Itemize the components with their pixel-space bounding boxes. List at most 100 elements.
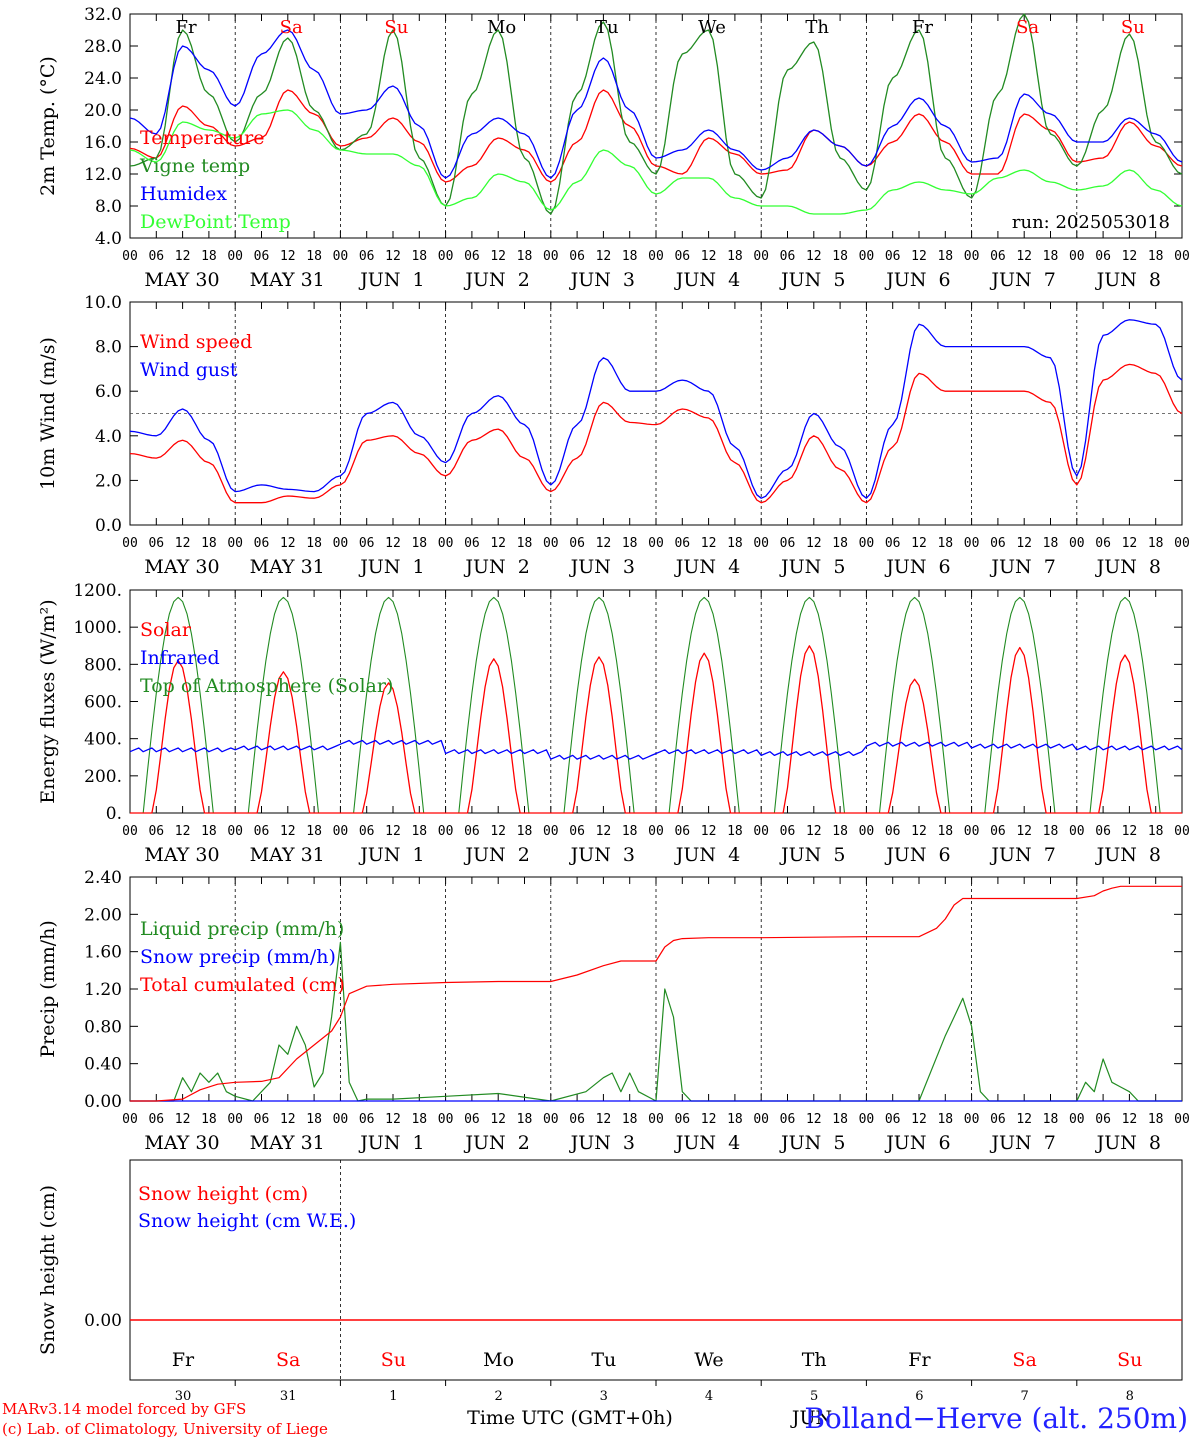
y-tick-label: 2.0	[95, 471, 122, 491]
y-axis-label: Snow height (cm)	[37, 1185, 59, 1355]
date-label: JUN 4	[674, 844, 740, 866]
hour-label: 00	[859, 249, 875, 264]
hour-label: 12	[1122, 536, 1138, 551]
hour-label: 00	[438, 249, 454, 264]
hour-label: 06	[1095, 536, 1111, 551]
hour-label: 00	[753, 249, 769, 264]
hour-label: 06	[990, 824, 1006, 839]
hour-label: 18	[1043, 1112, 1059, 1127]
date-label: JUN 2	[463, 269, 529, 291]
date-label: JUN 2	[463, 844, 529, 866]
hour-label: 00	[227, 1112, 243, 1127]
hour-label: 06	[254, 249, 270, 264]
hour-label: 12	[280, 249, 296, 264]
hour-label: 06	[1095, 824, 1111, 839]
legend-entry: DewPoint Temp	[140, 211, 291, 233]
series-line-dewpoint-temp	[129, 109, 1183, 215]
hour-label: 06	[885, 249, 901, 264]
hour-label: 12	[175, 824, 191, 839]
hour-label: 00	[1069, 536, 1085, 551]
date-label: JUN 8	[1095, 269, 1161, 291]
hour-label: 18	[937, 249, 953, 264]
date-label: JUN 6	[884, 556, 950, 578]
hour-label: 12	[490, 1112, 506, 1127]
legend-entry: Snow precip (mm/h)	[140, 946, 336, 968]
hour-label: 06	[569, 824, 585, 839]
hour-label: 00	[648, 536, 664, 551]
series-line-vigne-temp	[129, 13, 1183, 215]
hour-label: 18	[411, 249, 427, 264]
hour-label: 00	[1174, 1112, 1190, 1127]
hour-label: 12	[806, 536, 822, 551]
legend-entry: Top of Atmosphere (Solar)	[140, 675, 393, 697]
weekday-label: Sa	[276, 1349, 300, 1371]
hour-label: 18	[1148, 1112, 1164, 1127]
y-tick-label: 0.00	[84, 1092, 122, 1112]
hour-label: 06	[359, 249, 375, 264]
date-label: JUN 6	[884, 844, 950, 866]
hour-label: 06	[1095, 249, 1111, 264]
hour-label: 12	[911, 536, 927, 551]
hour-label: 18	[727, 824, 743, 839]
weekday-label: Tu	[591, 1349, 616, 1371]
day-number: 8	[1126, 1389, 1134, 1404]
date-label: JUN 1	[358, 844, 424, 866]
weekday-label: Fr	[175, 17, 196, 38]
day-number: 6	[915, 1389, 923, 1404]
legend-entry: Wind gust	[140, 359, 238, 381]
hour-label: 00	[648, 249, 664, 264]
series-line-wind-gust	[129, 319, 1183, 499]
weekday-label: Fr	[912, 17, 933, 38]
weekday-label: Su	[384, 17, 408, 38]
date-label: JUN 2	[463, 1132, 529, 1154]
hour-label: 18	[1148, 824, 1164, 839]
date-label: JUN 1	[358, 556, 424, 578]
date-label: MAY 31	[250, 556, 325, 578]
hour-label: 12	[1122, 1112, 1138, 1127]
hour-label: 00	[543, 824, 559, 839]
date-label: JUN 3	[569, 269, 635, 291]
weekday-label: Sa	[1016, 17, 1039, 38]
hour-label: 18	[832, 1112, 848, 1127]
day-number: 1	[389, 1389, 397, 1404]
hour-label: 12	[806, 249, 822, 264]
hour-label: 18	[517, 1112, 533, 1127]
hour-label: 00	[1174, 824, 1190, 839]
date-label: JUN 7	[989, 844, 1055, 866]
date-label: MAY 30	[144, 844, 219, 866]
hour-label: 06	[990, 249, 1006, 264]
y-tick-label: 800.	[84, 655, 122, 675]
date-label: JUN 3	[569, 556, 635, 578]
hour-label: 12	[701, 249, 717, 264]
y-tick-label: 0.00	[84, 1311, 122, 1331]
weekday-label: Sa	[280, 17, 303, 38]
hour-label: 12	[385, 1112, 401, 1127]
hour-label: 12	[1122, 824, 1138, 839]
y-tick-label: 1.20	[84, 980, 122, 1000]
hour-label: 00	[1069, 1112, 1085, 1127]
hour-label: 12	[490, 536, 506, 551]
hour-label: 18	[1043, 249, 1059, 264]
hour-label: 00	[859, 824, 875, 839]
hour-label: 06	[148, 249, 164, 264]
hour-label: 18	[832, 536, 848, 551]
y-tick-label: 4.0	[95, 427, 122, 447]
date-label: JUN 1	[358, 1132, 424, 1154]
hour-label: 00	[648, 824, 664, 839]
hour-label: 00	[333, 1112, 349, 1127]
hour-label: 12	[385, 536, 401, 551]
series-line-temperature	[129, 89, 1183, 183]
hour-label: 06	[674, 249, 690, 264]
y-tick-label: 200.	[84, 767, 122, 787]
weekday-label: Su	[1121, 17, 1145, 38]
legend-entry: Snow height (cm)	[138, 1183, 308, 1205]
day-number: 3	[600, 1389, 608, 1404]
date-label: JUN 5	[779, 269, 845, 291]
hour-label: 12	[1016, 249, 1032, 264]
weekday-label: Su	[381, 1349, 406, 1371]
y-tick-label: 24.0	[84, 69, 122, 89]
day-number: 4	[705, 1389, 713, 1404]
y-axis-label: 10m Wind (m/s)	[37, 337, 59, 490]
date-label: JUN 3	[569, 1132, 635, 1154]
panel-temperature: 4.0 8.0 12.0 16.0 20.0 24.0 28.0 32.0 00 06 12 18 00…	[37, 5, 1190, 291]
